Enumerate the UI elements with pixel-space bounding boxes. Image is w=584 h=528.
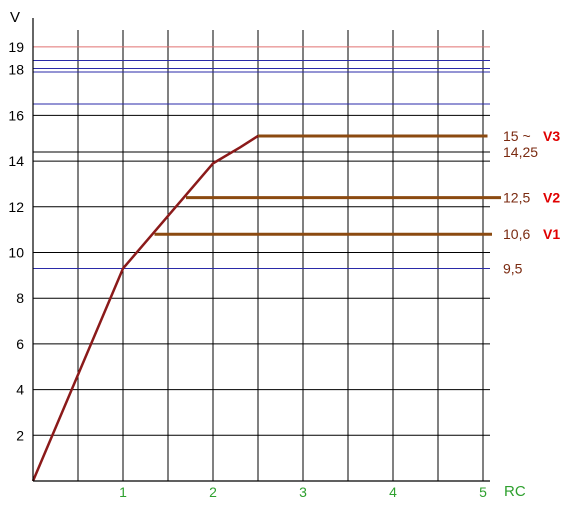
level-name-label: V3 — [543, 128, 560, 144]
level-value-label: 12,5 — [503, 190, 530, 206]
y-tick-label: 10 — [8, 245, 24, 261]
axes — [32, 18, 490, 482]
level-name-label: V2 — [543, 190, 560, 206]
y-tick-label: 16 — [8, 107, 24, 123]
x-tick-label: 3 — [299, 484, 307, 500]
y-tick-label: 14 — [8, 153, 24, 169]
charge-curve — [31, 134, 259, 482]
x-tick-label: 1 — [119, 484, 127, 500]
y-tick-label: 12 — [8, 199, 24, 215]
y-tick-label: 6 — [16, 336, 24, 352]
reference-line-label: 9,5 — [503, 260, 523, 276]
x-tick-label: 4 — [389, 484, 397, 500]
level-value-label: 15 ~ — [503, 128, 531, 144]
level-name-label: V1 — [543, 226, 560, 242]
x-tick-label: 5 — [479, 484, 487, 500]
reference-line-label: 14,25 — [503, 144, 538, 160]
level-value-label: 10,6 — [503, 226, 530, 242]
y-tick-label: 8 — [16, 290, 24, 306]
y-tick-label: 19 — [8, 39, 24, 55]
y-tick-label: 4 — [16, 382, 24, 398]
level-lines — [154, 134, 501, 236]
x-axis-label: RC — [504, 483, 526, 500]
y-tick-label: 18 — [8, 62, 24, 78]
y-tick-label: 2 — [16, 427, 24, 443]
curve-line — [31, 134, 259, 482]
y-axis-label: V — [10, 9, 20, 26]
x-tick-label: 2 — [209, 484, 217, 500]
reference-lines — [33, 46, 490, 269]
grid — [33, 30, 490, 481]
